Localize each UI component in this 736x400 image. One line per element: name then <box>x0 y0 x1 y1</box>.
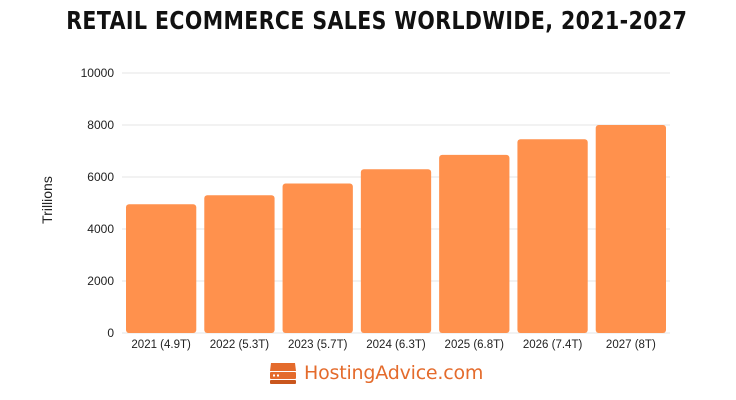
y-axis-label: Trillions <box>39 176 55 224</box>
x-tick-labels: 2021 (4.9T) 2022 (5.3T) 2023 (5.7T) 2024 (6… <box>131 339 656 351</box>
brand-name: HostingAdvice.com <box>304 362 484 384</box>
bar <box>204 195 275 333</box>
y-tick-label: 10000 <box>81 66 115 80</box>
y-tick-label: 8000 <box>87 118 114 132</box>
bar <box>595 125 666 333</box>
x-tick-label: 2022 (5.3T) <box>210 339 270 351</box>
y-tick-label: 0 <box>107 326 114 340</box>
x-tick-label: 2021 (4.9T) <box>131 339 191 351</box>
server-icon <box>270 363 296 384</box>
x-tick-label: 2026 (7.4T) <box>523 339 583 351</box>
bar <box>439 154 510 333</box>
x-tick-label: 2027 (8T) <box>606 339 656 351</box>
y-tick-label: 4000 <box>87 222 114 236</box>
y-tick-labels: 0 2000 4000 6000 8000 10000 <box>81 66 115 340</box>
bar <box>126 204 197 333</box>
bar <box>282 183 353 333</box>
x-tick-label: 2024 (6.3T) <box>366 339 426 351</box>
brand-logo: HostingAdvice.com <box>268 359 483 387</box>
bar <box>360 169 432 333</box>
chart-title: RETAIL ECOMMERCE SALES WORLDWIDE, 2021-2… <box>66 6 688 35</box>
y-tick-label: 2000 <box>87 274 114 288</box>
x-tick-label: 2023 (5.7T) <box>288 339 348 351</box>
bars <box>126 125 666 333</box>
bar <box>517 139 588 333</box>
x-tick-label: 2025 (6.8T) <box>445 339 505 351</box>
y-tick-label: 6000 <box>87 170 114 184</box>
